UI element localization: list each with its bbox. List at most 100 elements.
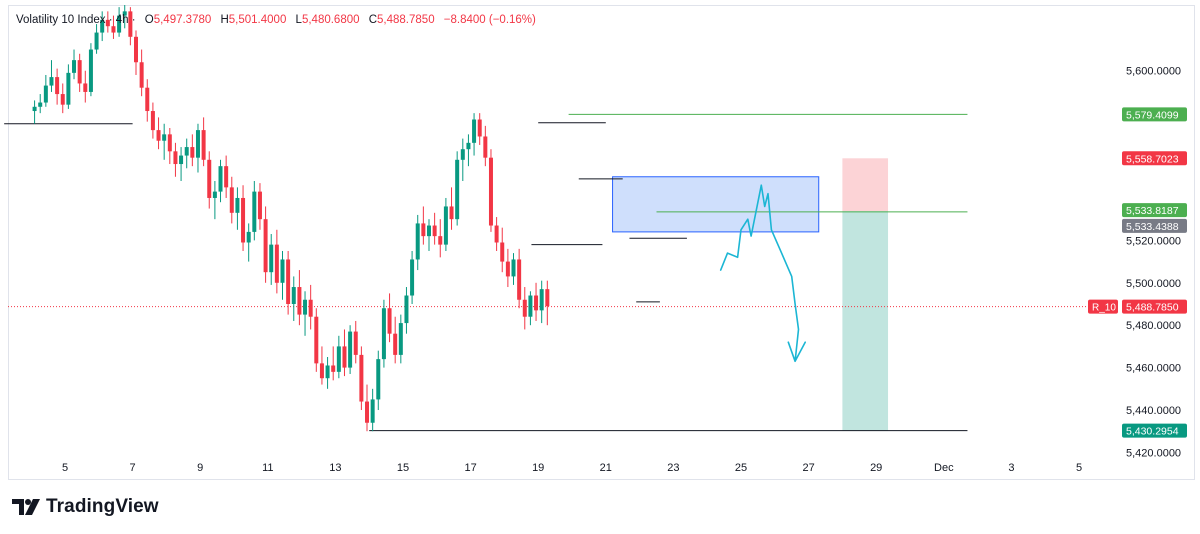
candle-body-72[interactable] <box>438 236 443 245</box>
candle-body-25[interactable] <box>173 151 178 165</box>
price-label-badge-4[interactable] <box>1122 299 1187 314</box>
candle-body-40[interactable] <box>257 191 262 220</box>
candle-body-88[interactable] <box>528 295 533 317</box>
candle-body-2[interactable] <box>43 85 48 103</box>
candle-body-32[interactable] <box>212 191 217 198</box>
candle-body-50[interactable] <box>314 316 319 364</box>
candle-body-77[interactable] <box>466 142 471 150</box>
candle-body-33[interactable] <box>218 166 223 192</box>
candle-body-44[interactable] <box>280 259 285 283</box>
candle-body-42[interactable] <box>269 244 274 273</box>
candle-body-24[interactable] <box>167 134 172 152</box>
candle-body-68[interactable] <box>415 223 420 260</box>
candle-body-46[interactable] <box>291 287 296 304</box>
candle-body-31[interactable] <box>207 159 212 198</box>
price-label-badge-1[interactable] <box>1122 151 1187 166</box>
candle-body-73[interactable] <box>443 206 448 245</box>
candle-body-20[interactable] <box>145 87 150 112</box>
candle-body-4[interactable] <box>55 77 60 95</box>
position-stop-area[interactable] <box>842 158 889 212</box>
candle-body-52[interactable] <box>325 365 330 379</box>
candle-body-69[interactable] <box>421 223 426 237</box>
candle-body-65[interactable] <box>398 323 403 355</box>
candle-body-11[interactable] <box>94 32 99 50</box>
candle-body-56[interactable] <box>348 331 353 368</box>
candle-body-37[interactable] <box>241 197 246 243</box>
price-label-badge-2[interactable] <box>1122 203 1187 218</box>
candle-body-54[interactable] <box>336 346 341 372</box>
candle-body-47[interactable] <box>297 287 302 315</box>
candle-body-89[interactable] <box>534 295 539 311</box>
candle-body-9[interactable] <box>83 83 88 92</box>
candle-body-36[interactable] <box>235 197 240 213</box>
candle-body-30[interactable] <box>201 130 206 160</box>
candle-body-85[interactable] <box>511 259 516 277</box>
price-label-badge-0[interactable] <box>1122 107 1187 122</box>
tradingview-logo[interactable]: TradingView <box>12 496 159 518</box>
candle-body-66[interactable] <box>404 295 409 324</box>
candle-body-41[interactable] <box>263 219 268 273</box>
candle-body-23[interactable] <box>162 134 167 141</box>
candle-body-74[interactable] <box>449 206 454 220</box>
candle-body-59[interactable] <box>365 401 370 423</box>
candle-body-17[interactable] <box>128 11 133 37</box>
price-label-badge-5[interactable] <box>1122 423 1187 438</box>
candle-body-82[interactable] <box>494 225 499 243</box>
candle-body-58[interactable] <box>359 354 364 402</box>
candle-body-91[interactable] <box>545 289 550 307</box>
candle-body-39[interactable] <box>252 191 257 232</box>
candle-body-34[interactable] <box>224 166 229 188</box>
candle-body-75[interactable] <box>455 159 460 220</box>
candle-body-16[interactable] <box>122 11 127 16</box>
candle-body-70[interactable] <box>426 225 431 237</box>
candle-body-51[interactable] <box>319 363 324 379</box>
candle-body-86[interactable] <box>517 259 522 300</box>
candle-body-57[interactable] <box>353 331 358 355</box>
candle-body-49[interactable] <box>308 299 313 317</box>
candle-body-28[interactable] <box>190 147 195 158</box>
candle-body-35[interactable] <box>229 187 234 213</box>
candle-body-10[interactable] <box>88 49 93 92</box>
supply-zone-rect[interactable] <box>612 176 820 233</box>
candle-body-71[interactable] <box>432 225 437 237</box>
candle-body-87[interactable] <box>522 299 527 317</box>
position-target-area[interactable] <box>842 211 889 431</box>
candle-body-84[interactable] <box>505 261 510 277</box>
chart-frame[interactable] <box>8 5 1195 480</box>
candle-body-81[interactable] <box>488 157 493 226</box>
candle-body-18[interactable] <box>134 36 139 63</box>
candle-body-80[interactable] <box>483 136 488 158</box>
candle-body-29[interactable] <box>195 130 200 158</box>
candle-body-14[interactable] <box>111 26 116 33</box>
candle-body-19[interactable] <box>139 62 144 88</box>
candle-body-3[interactable] <box>49 77 54 86</box>
candle-body-15[interactable] <box>117 15 122 33</box>
candle-body-27[interactable] <box>184 147 189 156</box>
candle-body-64[interactable] <box>393 333 398 355</box>
candle-body-78[interactable] <box>472 119 477 143</box>
candle-body-63[interactable] <box>387 308 392 334</box>
candle-body-21[interactable] <box>150 111 155 131</box>
candle-body-5[interactable] <box>60 94 65 105</box>
hand-drawn-projection-path[interactable] <box>719 184 807 363</box>
candle-body-6[interactable] <box>66 72 71 105</box>
candle-body-48[interactable] <box>303 299 308 315</box>
price-label-badge-3[interactable] <box>1122 218 1187 233</box>
candle-body-61[interactable] <box>376 359 381 400</box>
candle-body-90[interactable] <box>539 289 544 311</box>
candle-body-60[interactable] <box>370 399 375 423</box>
candle-body-76[interactable] <box>460 149 465 160</box>
candle-body-8[interactable] <box>77 60 82 84</box>
candle-body-79[interactable] <box>477 119 482 137</box>
candle-body-38[interactable] <box>246 231 251 243</box>
candle-body-67[interactable] <box>410 259 415 296</box>
candle-body-26[interactable] <box>179 155 184 165</box>
symbol-legend[interactable]: Volatility 10 Index · 4h · O5,497.3780 H… <box>16 14 536 26</box>
candle-body-55[interactable] <box>342 346 347 368</box>
candle-body-53[interactable] <box>331 365 336 372</box>
candle-body-13[interactable] <box>105 19 110 27</box>
candle-body-7[interactable] <box>72 60 77 73</box>
candle-body-83[interactable] <box>500 242 505 262</box>
candle-body-0[interactable] <box>32 106 37 112</box>
